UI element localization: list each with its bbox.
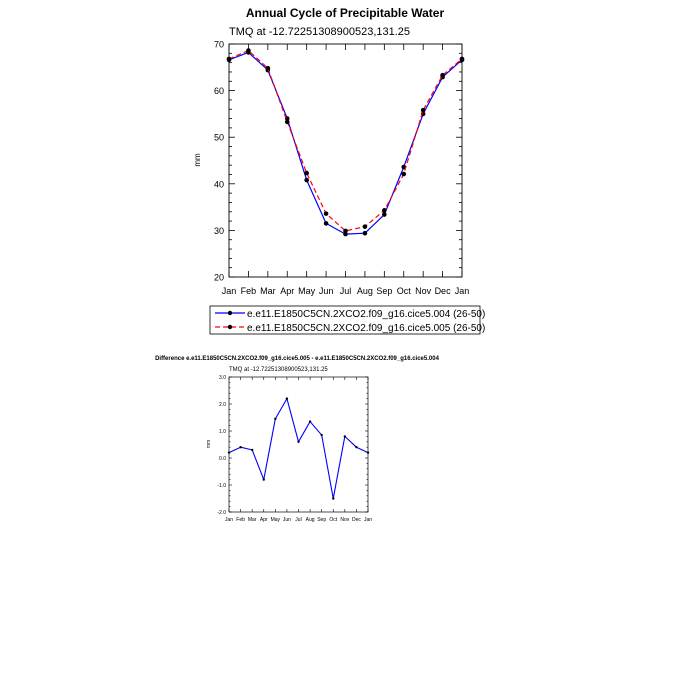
x-tick-label: Mar: [248, 517, 257, 523]
x-tick-label: Sep: [317, 517, 326, 523]
x-tick-label: Aug: [357, 286, 373, 296]
chart-1-title: Annual Cycle of Precipitable Water: [246, 6, 445, 20]
y-tick-label: 40: [214, 179, 224, 189]
series-1-point-8: [362, 230, 368, 236]
series-2-point-10: [401, 171, 407, 177]
chart-2-title: Difference e.e11.E1850C5CN.2XCO2.f09_g16…: [155, 356, 440, 362]
series-1-point-5: [304, 177, 309, 183]
x-tick-label: Mar: [260, 286, 276, 296]
y-tick-label: -2.0: [217, 510, 226, 516]
x-tick-label: Aug: [306, 517, 315, 523]
x-tick-label: Jan: [225, 517, 233, 523]
x-tick-label: Oct: [329, 517, 337, 523]
series-2-point-6: [323, 211, 329, 216]
x-tick-label: Apr: [280, 286, 294, 296]
series-1-point-2: [239, 446, 242, 449]
x-tick-label: Feb: [241, 286, 257, 296]
series-2-point-7: [343, 228, 348, 234]
series-2-point-11: [420, 107, 426, 113]
chart-2-subtitle: TMQ at -12.72251308900523,131.25: [229, 367, 328, 373]
chart-2: Difference e.e11.E1850C5CN.2XCO2.f09_g16…: [155, 356, 440, 523]
x-tick-label: Apr: [260, 517, 268, 523]
series-2-point-8: [362, 224, 368, 229]
legend-label-series-1: e.e11.E1850C5CN.2XCO2.f09_g16.cice5.004 …: [247, 309, 485, 320]
series-1-point-11: [343, 435, 347, 438]
y-tick-label: 3.0: [219, 375, 226, 381]
series-2-point-12: [440, 72, 445, 78]
series-1-point-9: [320, 433, 323, 437]
series-2-point-4: [284, 119, 290, 125]
series-1-point-10: [332, 497, 335, 500]
series-1-point-7: [297, 440, 300, 443]
chart-2-series: [227, 397, 370, 500]
legend-label-series-2: e.e11.E1850C5CN.2XCO2.f09_g16.cice5.005 …: [247, 323, 485, 334]
series-1-point-6: [285, 397, 289, 400]
x-tick-label: Jan: [455, 286, 470, 296]
series-2-point-2: [246, 48, 251, 53]
x-tick-label: Sep: [376, 286, 392, 296]
series-2-point-9: [382, 208, 387, 213]
x-tick-label: Jun: [283, 517, 291, 523]
x-tick-label: Jul: [340, 286, 352, 296]
y-tick-label: 50: [214, 133, 224, 143]
x-tick-label: May: [298, 286, 316, 296]
series-2-point-1: [226, 56, 232, 62]
chart-1-series: [226, 48, 465, 237]
series-1-point-5: [274, 417, 277, 421]
legend-frame: [209, 305, 481, 335]
x-tick-label: Jul: [295, 517, 301, 523]
series-2-point-5: [304, 170, 309, 176]
x-tick-label: May: [271, 517, 281, 523]
series-1-point-13: [366, 451, 370, 454]
chart-1-axes: 20 30 40 50 60 70 Jan Feb Mar Apr May Jun Jul Aug Sep O…: [214, 40, 469, 297]
series-2-point-13: [459, 56, 465, 62]
chart-1-ylabel: mm: [193, 153, 202, 167]
y-tick-label: 70: [214, 40, 224, 50]
y-tick-label: 20: [214, 273, 224, 283]
series-1-point-6: [323, 221, 329, 226]
series-1-point-3: [250, 448, 254, 452]
x-tick-label: Jun: [319, 286, 334, 296]
series-1-point-9: [382, 212, 387, 217]
y-tick-label: 30: [214, 226, 224, 236]
legend-marker-series-2: [227, 324, 233, 330]
series-1-point-4: [262, 478, 265, 481]
x-tick-label: Nov: [415, 286, 432, 296]
series-1-point-7: [343, 231, 348, 237]
chart-1-legend: e.e11.E1850C5CN.2XCO2.f09_g16.cice5.004 …: [209, 305, 485, 335]
y-tick-label: -1.0: [217, 483, 226, 489]
series-2-point-3: [265, 65, 271, 71]
x-tick-label: Feb: [236, 517, 245, 523]
series-1-point-12: [355, 446, 358, 449]
y-tick-label: 0.0: [219, 456, 226, 462]
x-tick-label: Jan: [364, 517, 372, 523]
x-tick-label: Oct: [397, 286, 412, 296]
x-tick-label: Dec: [435, 286, 452, 296]
series-1-point-1: [227, 451, 231, 454]
y-tick-label: 2.0: [219, 402, 226, 408]
y-tick-label: 1.0: [219, 429, 226, 435]
chart-1: Annual Cycle of Precipitable Water TMQ a…: [193, 6, 485, 335]
series-1-point-8: [308, 420, 312, 423]
x-tick-label: Jan: [222, 286, 237, 296]
legend-marker-series-1: [227, 310, 233, 316]
x-tick-label: Dec: [352, 517, 361, 523]
x-tick-label: Nov: [340, 517, 349, 523]
chart-2-ylabel: mm: [206, 440, 212, 448]
y-tick-label: 60: [214, 86, 224, 96]
chart-1-subtitle: TMQ at -12.72251308900523,131.25: [229, 26, 410, 38]
